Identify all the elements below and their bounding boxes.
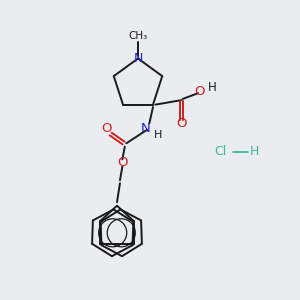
Text: Cl: Cl — [214, 145, 226, 158]
Text: N: N — [133, 52, 143, 65]
Text: H: H — [154, 130, 162, 140]
Text: H: H — [249, 145, 259, 158]
Text: H: H — [208, 81, 217, 94]
Text: O: O — [101, 122, 111, 134]
Text: N: N — [141, 122, 151, 135]
Text: CH₃: CH₃ — [128, 31, 148, 41]
Text: O: O — [176, 117, 187, 130]
Text: O: O — [194, 85, 205, 98]
Text: O: O — [117, 156, 128, 169]
